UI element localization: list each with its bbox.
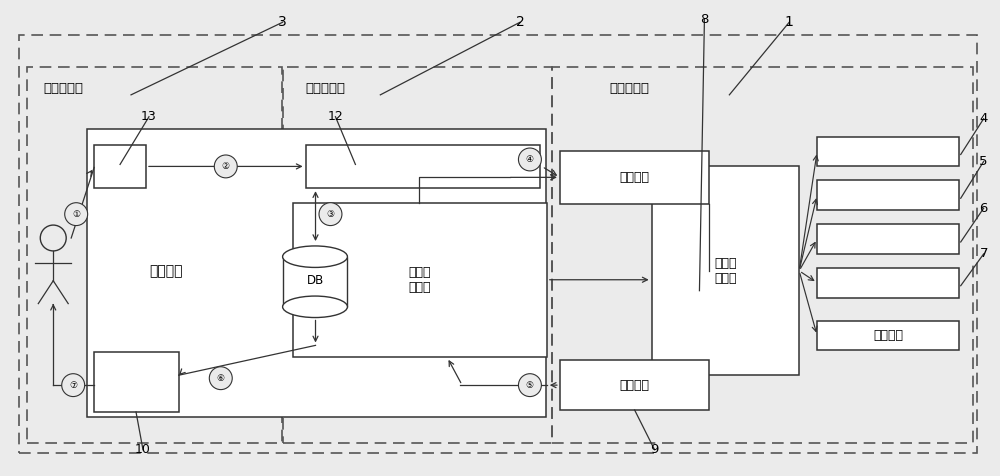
- Text: 6: 6: [979, 202, 988, 215]
- Text: 12: 12: [328, 110, 343, 123]
- Polygon shape: [560, 360, 709, 410]
- Text: 配置文件: 配置文件: [620, 171, 650, 184]
- Text: 5: 5: [979, 155, 988, 168]
- Polygon shape: [560, 150, 709, 204]
- Polygon shape: [306, 145, 540, 188]
- Polygon shape: [817, 224, 959, 254]
- Text: 13: 13: [141, 110, 157, 123]
- Ellipse shape: [283, 246, 347, 268]
- Polygon shape: [94, 352, 179, 412]
- Text: 4: 4: [979, 112, 988, 125]
- Text: ②: ②: [222, 162, 230, 171]
- Text: 数据采集: 数据采集: [620, 378, 650, 392]
- Text: 数据采集层: 数据采集层: [610, 82, 650, 95]
- Polygon shape: [283, 257, 347, 307]
- Text: 8: 8: [700, 13, 709, 26]
- Polygon shape: [293, 203, 547, 357]
- Polygon shape: [817, 180, 959, 210]
- Circle shape: [214, 155, 237, 178]
- Polygon shape: [817, 137, 959, 167]
- Text: 数据展示层: 数据展示层: [43, 82, 83, 95]
- Polygon shape: [94, 145, 146, 188]
- Polygon shape: [87, 129, 546, 417]
- Circle shape: [518, 374, 541, 397]
- Text: 3: 3: [278, 15, 287, 29]
- Text: 10: 10: [135, 443, 151, 456]
- Polygon shape: [817, 268, 959, 298]
- Text: 9: 9: [650, 443, 659, 456]
- Text: 业务引擎: 业务引擎: [149, 264, 183, 278]
- Text: 7: 7: [979, 248, 988, 260]
- Text: 数据采
集脚本: 数据采 集脚本: [714, 257, 737, 285]
- Circle shape: [65, 203, 88, 226]
- Text: ⑥: ⑥: [217, 374, 225, 383]
- Text: ①: ①: [72, 209, 80, 218]
- Text: 2: 2: [516, 15, 524, 29]
- Text: 其它设备: 其它设备: [873, 329, 903, 342]
- Polygon shape: [817, 320, 959, 350]
- Text: DB: DB: [307, 274, 324, 287]
- Text: ⑦: ⑦: [69, 381, 77, 390]
- Text: ⑤: ⑤: [526, 381, 534, 390]
- Text: 数据处理层: 数据处理层: [306, 82, 346, 95]
- Polygon shape: [652, 167, 799, 375]
- Text: 数据采
集引擎: 数据采 集引擎: [408, 266, 430, 294]
- Text: ③: ③: [326, 209, 335, 218]
- Circle shape: [209, 367, 232, 390]
- Text: ④: ④: [526, 155, 534, 164]
- Circle shape: [518, 148, 541, 171]
- Ellipse shape: [283, 296, 347, 317]
- Circle shape: [62, 374, 85, 397]
- Circle shape: [319, 203, 342, 226]
- Text: 1: 1: [785, 15, 794, 29]
